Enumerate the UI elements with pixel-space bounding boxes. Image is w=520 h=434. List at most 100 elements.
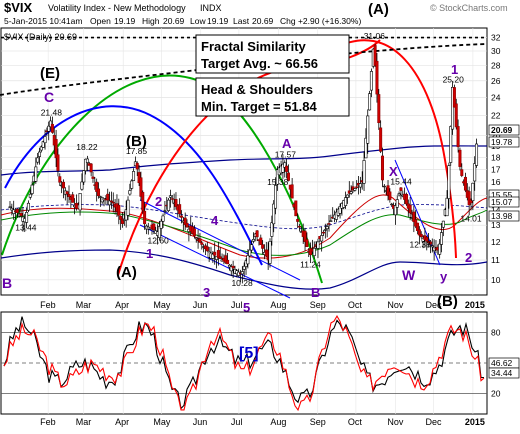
candle-body (321, 231, 325, 234)
wave-label: (B) (437, 293, 458, 310)
candle-body (286, 172, 290, 181)
candle-body (36, 157, 40, 163)
candle-body (305, 239, 309, 247)
candle-body (26, 202, 30, 211)
price-x-tick: Oct (348, 300, 363, 310)
candle-body (428, 241, 432, 245)
price-y-tick: 20 (491, 130, 501, 140)
price-value-label: 18.22 (76, 142, 98, 152)
candle-body (460, 169, 464, 176)
price-y-tick: 28 (491, 60, 501, 70)
candle-body (15, 208, 19, 213)
candle-body (120, 218, 124, 224)
candle-body (296, 218, 300, 222)
price-y-tick: 14 (491, 205, 501, 215)
candle-body (167, 199, 171, 211)
osc-x-tick: Mar (76, 417, 92, 427)
candle-body (452, 87, 456, 108)
price-y-tick: 17 (491, 164, 501, 174)
candle-body (143, 210, 147, 225)
price-value-label: 10.28 (231, 278, 253, 288)
price-y-tick: 32 (491, 33, 501, 43)
price-right-label-box (488, 210, 520, 222)
oscillator-signal-line (3, 315, 485, 412)
high-value: 20.69 (163, 16, 185, 26)
price-value-label: 15.44 (390, 176, 412, 186)
wave-label: B (2, 275, 12, 291)
candle-body (469, 199, 473, 204)
candle-body (218, 256, 222, 260)
candle-body (157, 226, 161, 239)
candle-body (19, 213, 23, 216)
candle-body (397, 193, 401, 196)
candle-body (368, 93, 372, 111)
change-value: Chg +2.90 (+16.30%) (280, 16, 361, 26)
wave-label: C (44, 89, 54, 105)
candle-body (194, 237, 198, 240)
oscillator-line (3, 316, 484, 410)
candle-body (178, 204, 182, 215)
chart-name: Volatility Index - New Methodology (48, 3, 186, 13)
price-y-tick: 12 (491, 237, 501, 247)
price-right-label-box (488, 196, 520, 208)
candle-body (229, 266, 233, 272)
wave-label: 4 (211, 213, 219, 228)
candle-body (128, 190, 132, 195)
wave-label: A (282, 136, 292, 151)
price-y-tick: 30 (491, 46, 501, 56)
candle-body (159, 220, 163, 229)
candle-body (211, 253, 215, 259)
candle-body (179, 215, 183, 218)
price-right-label: 13.98 (491, 211, 513, 221)
price-value-label: 11.24 (300, 260, 321, 270)
open-value: 19.19 (114, 16, 136, 26)
wave-label: 5 (243, 300, 250, 315)
price-value-label: 31.06 (364, 31, 386, 41)
candle-body (39, 146, 43, 151)
candle-body (325, 226, 329, 230)
candle-body (281, 163, 285, 173)
candle-body (97, 188, 101, 197)
candle-body (275, 169, 279, 185)
candle-body (34, 166, 38, 182)
candle-body (362, 160, 366, 184)
price-value-label: 25.20 (443, 74, 465, 84)
watermark: © StockCharts.com (430, 3, 508, 13)
hs-title: Head & Shoulders (201, 82, 313, 97)
candle-body (106, 193, 110, 201)
price-x-tick: Sep (310, 300, 326, 310)
osc-y-tick: 80 (491, 327, 501, 337)
candle-body (438, 243, 442, 255)
cycle-arc-red-falling (334, 39, 457, 259)
moving-average-green (0, 209, 488, 256)
candle-body (430, 245, 434, 248)
candle-body (316, 241, 320, 249)
candle-body (373, 45, 377, 66)
cycle-arc-green (1, 74, 323, 284)
candle-body (268, 241, 272, 264)
candle-body (283, 162, 287, 168)
candle-body (416, 222, 420, 231)
candle-body (126, 199, 130, 216)
chart-legend: $VIX (Daily) 20.69 (4, 32, 77, 42)
bollinger-lower (0, 249, 488, 290)
candle-body (246, 255, 250, 265)
candle-body (132, 171, 136, 181)
price-value-label: 17.57 (275, 149, 297, 159)
channel-line-top (139, 199, 301, 281)
candle-body (312, 248, 316, 256)
cycle-arc-red-rising (117, 39, 381, 276)
candle-body (231, 265, 235, 269)
candle-body (463, 176, 467, 191)
candle-body (67, 194, 71, 197)
last-value: 20.69 (252, 16, 274, 26)
candle-body (25, 212, 29, 223)
candle-body (183, 217, 187, 225)
candle-body (251, 239, 255, 242)
osc-x-tick: Sep (310, 417, 326, 427)
price-x-tick: Jul (231, 300, 243, 310)
price-y-tick: 26 (491, 76, 501, 86)
